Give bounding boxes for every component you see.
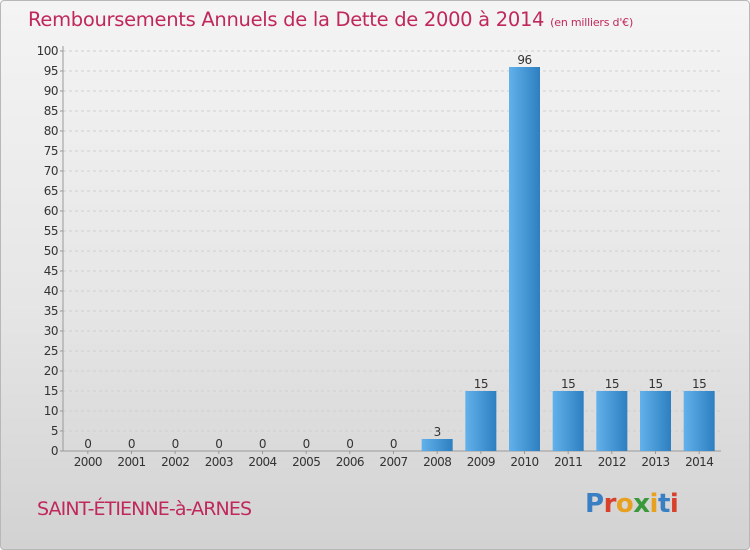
logo-letter: i [669,489,679,519]
bar [509,67,540,451]
x-tick-label: 2002 [161,455,189,469]
x-tick-label: 2012 [598,455,626,469]
chart-unit: (en milliers d'€) [550,16,634,29]
y-tick-label: 5 [51,424,58,438]
data-label: 0 [390,437,397,451]
y-tick-label: 95 [44,64,58,78]
bar [552,391,584,451]
x-tick-label: 2005 [292,455,320,469]
logo-letter: x [633,489,650,519]
data-label: 15 [692,377,706,391]
data-label: 0 [259,437,266,451]
y-tick-label: 60 [44,204,58,218]
x-tick-label: 2010 [510,455,538,469]
data-label: 15 [561,377,575,391]
data-label: 15 [474,377,488,391]
y-tick-label: 20 [44,364,58,378]
y-tick-label: 85 [44,104,58,118]
y-tick-label: 25 [44,344,58,358]
data-label: 0 [215,437,222,451]
data-label: 15 [648,377,662,391]
y-tick-label: 30 [44,324,58,338]
y-tick-label: 10 [44,404,58,418]
x-tick-label: 2003 [205,455,233,469]
data-label: 0 [303,437,310,451]
y-tick-label: 50 [44,244,58,258]
proxiti-logo: Proxiti [585,489,679,519]
x-tick-label: 2006 [336,455,364,469]
y-tick-label: 70 [44,164,58,178]
data-label: 96 [517,53,531,67]
logo-letter: r [603,489,617,519]
y-tick-label: 15 [44,384,58,398]
y-tick-label: 40 [44,284,58,298]
logo-letter: o [615,489,634,519]
data-label: 0 [128,437,135,451]
y-tick-label: 55 [44,224,58,238]
y-tick-label: 90 [44,84,58,98]
bar [683,391,715,451]
data-label: 0 [172,437,179,451]
x-tick-label: 2009 [467,455,495,469]
commune-name: SAINT-ÉTIENNE-à-ARNES [37,498,252,520]
data-label: 15 [605,377,619,391]
data-label: 3 [434,425,441,439]
y-tick-label: 80 [44,124,58,138]
x-tick-label: 2008 [423,455,451,469]
y-tick-label: 75 [44,144,58,158]
y-tick-label: 35 [44,304,58,318]
chart-title-text: Remboursements Annuels de la Dette de 20… [28,8,545,31]
y-tick-label: 0 [51,444,58,458]
x-tick-label: 2001 [117,455,145,469]
x-tick-label: 2000 [74,455,102,469]
x-tick-label: 2007 [379,455,407,469]
y-tick-label: 45 [44,264,58,278]
x-tick-label: 2014 [685,455,713,469]
chart-title: Remboursements Annuels de la Dette de 20… [28,8,633,31]
x-tick-label: 2004 [248,455,276,469]
logo-letter: P [585,489,604,519]
logo-letter: t [657,489,670,519]
bar [465,391,497,451]
x-tick-label: 2011 [554,455,582,469]
y-tick-label: 65 [44,184,58,198]
bar [421,439,453,451]
data-label: 0 [84,437,91,451]
bar [596,391,628,451]
data-label: 0 [346,437,353,451]
x-tick-label: 2013 [641,455,669,469]
y-tick-label: 100 [37,44,58,58]
bar [640,391,671,451]
logo-letter: i [649,489,659,519]
